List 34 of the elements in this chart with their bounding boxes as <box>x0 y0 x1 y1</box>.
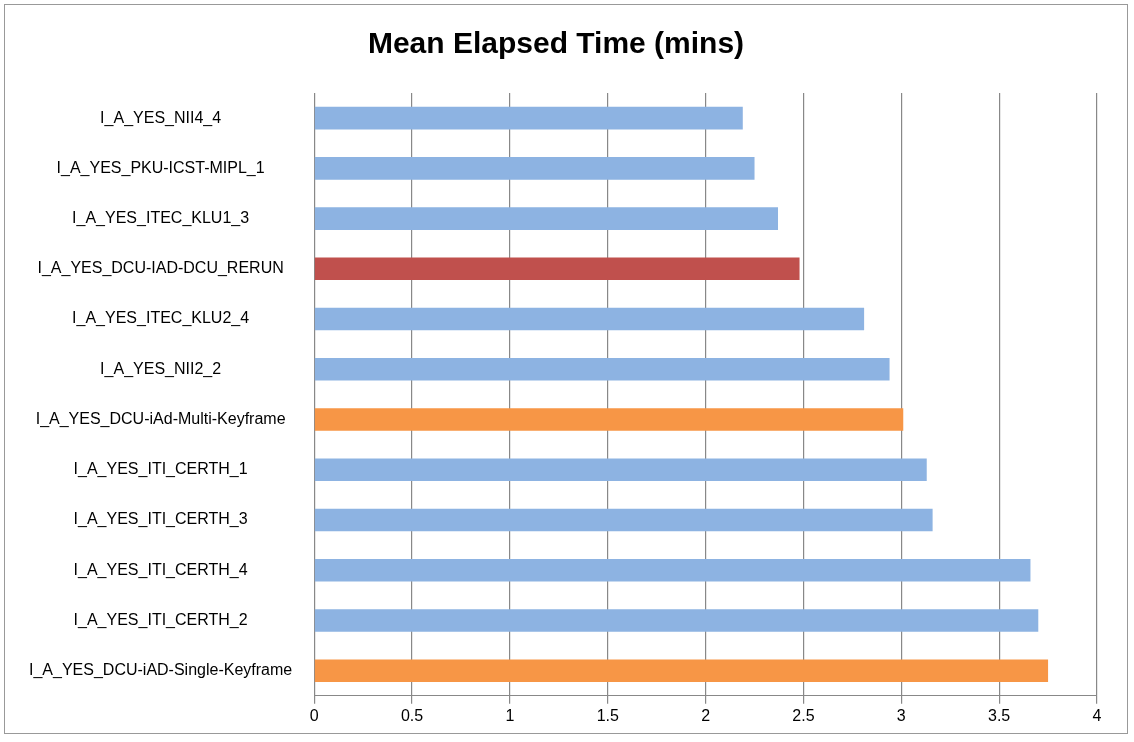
bar <box>314 508 933 532</box>
y-tick-label: I_A_YES_DCU-iAd-Multi-Keyframe <box>35 409 286 428</box>
x-tick-label: 4 <box>1092 706 1102 724</box>
x-tick-label: 1 <box>505 706 515 724</box>
y-tick-label: I_A_YES_NII2_2 <box>100 359 222 378</box>
y-tick-label: I_A_YES_ITEC_KLU2_4 <box>72 309 250 328</box>
y-tick-label: I_A_YES_ITI_CERTH_3 <box>73 510 248 529</box>
bar <box>314 609 1039 632</box>
bar <box>314 207 779 230</box>
bar <box>314 257 800 281</box>
bar <box>314 106 743 130</box>
bar <box>314 659 1049 682</box>
bar <box>314 357 890 381</box>
x-tick-label: 0.5 <box>400 706 424 724</box>
bar <box>314 408 904 431</box>
x-tick-label: 2 <box>701 706 711 724</box>
x-tick-label: 1.5 <box>596 706 619 724</box>
y-tick-label: I_A_YES_DCU-iAD-Single-Keyframe <box>29 661 293 680</box>
x-tick-label: 3.5 <box>988 706 1011 724</box>
bar <box>314 307 865 331</box>
y-tick-label: I_A_YES_ITEC_KLU1_3 <box>72 208 250 227</box>
y-tick-label: I_A_YES_ITI_CERTH_4 <box>73 560 248 579</box>
x-tick-label: 2.5 <box>792 706 815 724</box>
y-tick-label: I_A_YES_ITI_CERTH_2 <box>73 610 248 629</box>
bar <box>314 558 1031 582</box>
bar <box>314 458 927 482</box>
chart-title: Mean Elapsed Time (mins) <box>367 26 745 60</box>
x-tick-label: 0 <box>309 706 319 724</box>
x-tick-label: 3 <box>896 706 906 724</box>
y-tick-label: I_A_YES_NII4_4 <box>100 108 222 127</box>
y-tick-label: I_A_YES_DCU-IAD-DCU_RERUN <box>37 259 284 278</box>
bar <box>314 157 755 180</box>
y-tick-label: I_A_YES_ITI_CERTH_1 <box>73 460 248 479</box>
y-tick-label: I_A_YES_PKU-ICST-MIPL_1 <box>56 158 265 177</box>
